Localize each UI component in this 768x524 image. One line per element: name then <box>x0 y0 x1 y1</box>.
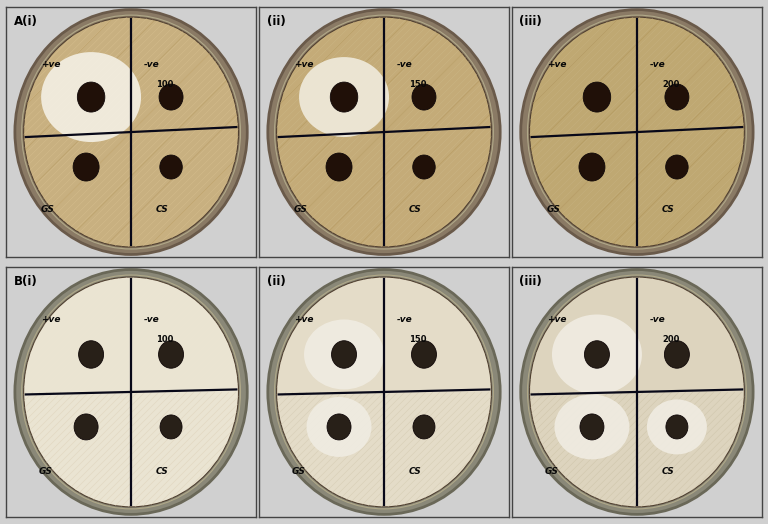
Text: +ve: +ve <box>547 60 567 69</box>
Ellipse shape <box>579 153 605 181</box>
Ellipse shape <box>412 155 435 179</box>
Text: CS: CS <box>409 205 422 214</box>
Ellipse shape <box>583 82 611 112</box>
Ellipse shape <box>529 277 744 507</box>
Ellipse shape <box>330 82 358 112</box>
Ellipse shape <box>412 84 436 110</box>
Text: GS: GS <box>547 205 561 214</box>
Text: A(i): A(i) <box>14 15 38 28</box>
Ellipse shape <box>268 9 500 255</box>
Text: 100: 100 <box>156 80 174 89</box>
Ellipse shape <box>299 57 389 137</box>
Ellipse shape <box>552 314 642 395</box>
Text: GS: GS <box>545 467 558 476</box>
Ellipse shape <box>529 17 744 247</box>
Ellipse shape <box>666 155 688 179</box>
Text: +ve: +ve <box>41 315 61 324</box>
Ellipse shape <box>160 155 182 179</box>
Text: -ve: -ve <box>650 60 665 69</box>
Ellipse shape <box>158 341 184 368</box>
Text: +ve: +ve <box>41 60 61 69</box>
Ellipse shape <box>15 9 247 255</box>
Ellipse shape <box>521 9 753 255</box>
Text: -ve: -ve <box>144 60 159 69</box>
Ellipse shape <box>580 414 604 440</box>
Ellipse shape <box>41 52 141 142</box>
Ellipse shape <box>304 320 384 389</box>
Text: +ve: +ve <box>294 60 313 69</box>
Text: -ve: -ve <box>650 315 665 324</box>
Text: (ii): (ii) <box>266 15 286 28</box>
Text: CS: CS <box>409 467 422 476</box>
Text: GS: GS <box>38 467 52 476</box>
Ellipse shape <box>276 277 492 507</box>
Text: -ve: -ve <box>396 60 412 69</box>
Ellipse shape <box>73 153 99 181</box>
Ellipse shape <box>160 415 182 439</box>
Ellipse shape <box>665 84 689 110</box>
Text: 200: 200 <box>662 335 679 344</box>
Ellipse shape <box>159 84 183 110</box>
Ellipse shape <box>78 82 105 112</box>
Text: B(i): B(i) <box>14 275 38 288</box>
Text: (iii): (iii) <box>519 15 542 28</box>
Text: GS: GS <box>41 205 55 214</box>
Ellipse shape <box>664 341 690 368</box>
Text: GS: GS <box>292 467 306 476</box>
Ellipse shape <box>413 415 435 439</box>
Ellipse shape <box>554 395 630 460</box>
Text: +ve: +ve <box>547 315 567 324</box>
Ellipse shape <box>332 341 356 368</box>
Text: (iii): (iii) <box>519 275 542 288</box>
Text: 100: 100 <box>156 335 174 344</box>
Ellipse shape <box>327 414 351 440</box>
Text: CS: CS <box>662 205 674 214</box>
Text: CS: CS <box>662 467 674 476</box>
Ellipse shape <box>666 415 688 439</box>
Ellipse shape <box>74 414 98 440</box>
Ellipse shape <box>276 17 492 247</box>
Ellipse shape <box>78 341 104 368</box>
Text: 200: 200 <box>662 80 679 89</box>
Ellipse shape <box>521 269 753 515</box>
Ellipse shape <box>24 277 239 507</box>
Text: +ve: +ve <box>294 315 313 324</box>
Text: 150: 150 <box>409 335 426 344</box>
Ellipse shape <box>584 341 610 368</box>
Ellipse shape <box>306 397 372 457</box>
Text: CS: CS <box>156 205 169 214</box>
Text: -ve: -ve <box>396 315 412 324</box>
Ellipse shape <box>412 341 436 368</box>
Ellipse shape <box>15 269 247 515</box>
Text: 150: 150 <box>409 80 426 89</box>
Text: (ii): (ii) <box>266 275 286 288</box>
Ellipse shape <box>24 17 239 247</box>
Ellipse shape <box>326 153 352 181</box>
Text: GS: GS <box>294 205 308 214</box>
Ellipse shape <box>268 269 500 515</box>
Text: -ve: -ve <box>144 315 159 324</box>
Text: CS: CS <box>156 467 169 476</box>
Ellipse shape <box>647 399 707 454</box>
